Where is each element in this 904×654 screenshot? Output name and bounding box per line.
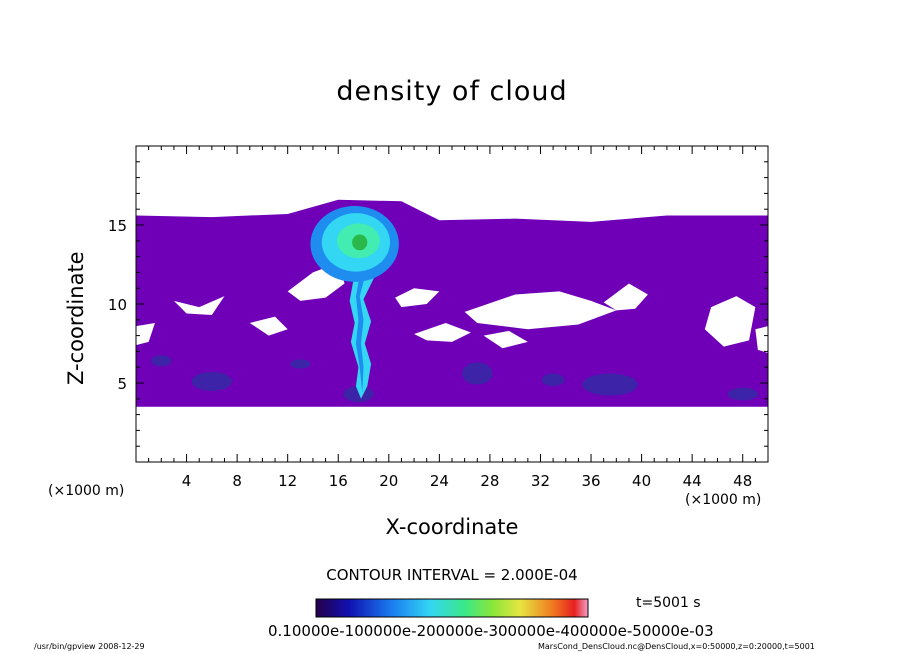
dense-patch: [290, 359, 311, 369]
clear-gap: [249, 316, 288, 336]
x-tick-label: 36: [581, 472, 600, 490]
dense-patch: [727, 387, 758, 401]
dense-patch: [462, 362, 493, 385]
x-tick-label: 16: [329, 472, 348, 490]
clear-gap: [603, 283, 648, 311]
clear-gap: [414, 322, 471, 342]
dense-patch: [191, 371, 233, 391]
x-tick-label: 40: [632, 472, 651, 490]
cloud-layer: [136, 199, 768, 407]
x-tick-label: 44: [683, 472, 702, 490]
clear-gap: [755, 326, 768, 353]
dense-patch: [541, 373, 565, 387]
x-tick-label: 32: [531, 472, 550, 490]
x-tick-label: 8: [232, 472, 242, 490]
y-tick-label: 15: [108, 217, 127, 235]
clear-gap: [395, 288, 440, 308]
clear-gap: [464, 291, 617, 330]
y-axis-label: Z-coordinate: [64, 251, 88, 385]
clear-gap: [483, 330, 528, 349]
x-unit-right: (×1000 m): [685, 492, 762, 508]
dense-patch: [151, 355, 172, 367]
clear-gap: [173, 296, 225, 316]
x-tick-label: 12: [278, 472, 297, 490]
density-field: [136, 199, 768, 407]
dense-patch: [582, 373, 638, 396]
x-tick-label: 28: [480, 472, 499, 490]
x-tick-label: 4: [182, 472, 192, 490]
footer-right: MarsCond_DensCloud.nc@DensCloud,x=0:5000…: [538, 642, 815, 651]
y-axis: 5 10 15: [108, 161, 768, 447]
x-axis: 4 8 12 16 20 24 28 32 36 40 44 48: [148, 146, 756, 490]
colorbar: [315, 598, 589, 618]
x-tick-label: 48: [733, 472, 752, 490]
y-tick-label: 5: [117, 375, 127, 393]
dense-patch: [343, 386, 374, 402]
x-unit-left: (×1000 m): [48, 483, 125, 499]
x-tick-label: 24: [430, 472, 449, 490]
clear-gap: [136, 322, 155, 346]
time-label: t=5001 s: [636, 595, 701, 611]
x-tick-label: 20: [379, 472, 398, 490]
footer-left: /usr/bin/gpview 2008-12-29: [34, 642, 145, 651]
colorbar-labels: 0.10000e-100000e-200000e-300000e-400000e…: [268, 622, 714, 640]
contour-interval: CONTOUR INTERVAL = 2.000E-04: [326, 566, 578, 584]
x-axis-label: X-coordinate: [385, 515, 519, 539]
plume-stem-core: [355, 269, 367, 393]
chart-title: density of cloud: [336, 76, 568, 107]
clear-gap: [704, 296, 756, 347]
plume-stem: [349, 256, 377, 399]
y-tick-label: 10: [108, 296, 127, 314]
plume-peak: [352, 234, 368, 251]
